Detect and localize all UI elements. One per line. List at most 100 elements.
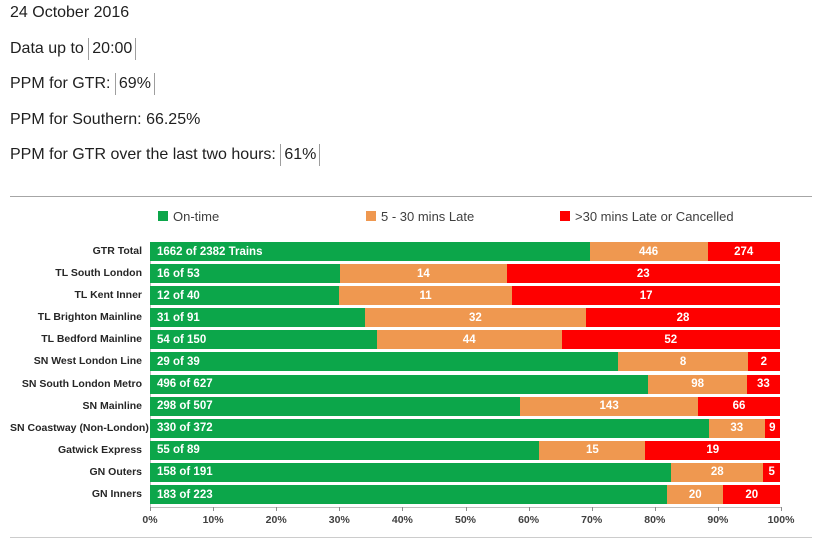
category-label: TL Bedford Mainline [41,333,142,346]
bar-value-label: 143 [599,400,619,413]
stacked-bar: 183 of 223 20 20 [150,485,780,505]
x-axis-tick-label: 80% [644,514,666,526]
bar-value-label: 11 [419,289,432,302]
bar-value-label: 32 [468,311,482,324]
stacked-bar: 1662 of 2382 Trains 446 274 [150,242,780,261]
chart-row: GN Outers 158 of 191 28 5 [10,462,780,482]
legend-label-cancelled: >30 mins Late or Cancelled [575,208,734,224]
bar-value-label: 298 of 507 [157,400,213,413]
bar-value-label: 55 of 89 [157,444,200,457]
bar-value-label: 20 [745,488,759,501]
legend-item-on-time: On-time [158,208,219,224]
x-axis-tick-label: 100% [767,514,795,526]
on-time-legend-swatch-icon [158,211,168,221]
report-line-ppm-gtr-text: PPM for GTR: [10,75,115,92]
x-axis-tick-label: 0% [142,514,158,526]
bar-value-label: 15 [586,444,599,457]
report-line-ppm-southern: PPM for Southern: 66.25% [10,109,320,145]
y-axis-line [150,242,151,507]
bar-segment-on-time: 29 of 39 [150,352,619,372]
x-axis-tick-mark [213,507,215,511]
x-axis-tick-mark [276,507,278,511]
bar-value-label: 274 [734,245,754,258]
category-label: Gatwick Express [57,443,142,456]
bar-segment-on-time: 1662 of 2382 Trains [150,242,590,261]
bar-segment-cancelled: 5 [763,462,780,482]
ppm-gtr-field[interactable]: 69% [114,73,155,95]
bar-segment-on-time: 55 of 89 [150,440,540,460]
category-label: GN Outers [89,465,142,478]
bar-value-label: 446 [638,245,659,258]
report-text-block: 24 October 2016 Data up to 20:00 PPM for… [10,2,321,180]
category-label: GN Inners [91,488,142,501]
report-line-data-up-to-text: Data up to [10,39,89,57]
stacked-bar: 16 of 53 14 23 [150,264,780,284]
chart-row: TL Kent Inner 12 of 40 11 17 [10,286,780,306]
chart-row: SN West London Line 29 of 39 8 2 [10,352,780,372]
bar-value-label: 8 [679,355,687,368]
bar-segment-late: 32 [364,308,587,328]
bar-segment-late: 20 [666,485,724,505]
stacked-bar: 12 of 40 11 17 [150,286,780,306]
x-axis-tick-mark [781,507,782,511]
data-up-to-field[interactable]: 20:00 [88,37,137,60]
stacked-bar: 55 of 89 15 19 [150,440,780,460]
bar-value-label: 66 [732,400,746,413]
ppm-two-hours-field[interactable]: 61% [280,144,321,166]
stacked-bar: 31 of 91 32 28 [150,308,780,328]
legend-label-late: 5 - 30 mins Late [381,208,475,224]
chart-row: SN Mainline 298 of 507 143 66 [10,396,780,416]
category-label: SN West London Line [33,355,142,368]
bar-segment-cancelled: 66 [697,396,780,416]
x-axis-tick-mark [465,507,467,511]
bar-segment-cancelled: 28 [586,308,780,328]
bar-segment-late: 33 [708,418,765,438]
chart-row: TL South London 16 of 53 14 23 [10,264,780,284]
bar-segment-late: 98 [648,374,747,394]
late-legend-swatch-icon [366,211,376,221]
plot-area: GTR Total 1662 of 2382 Trains 446 274 TL Sou… [10,242,780,507]
bar-value-label: 28 [676,311,690,324]
report-line-date-text: 24 October 2016 [10,4,130,21]
report-line-ppm-gtr-two-hours: PPM for GTR over the last two hours: 61% [10,144,321,180]
stacked-bar: 298 of 507 143 66 [150,396,780,416]
stacked-bar: 330 of 372 33 9 [150,418,780,438]
bar-segment-cancelled: 23 [506,264,780,284]
bar-segment-on-time: 12 of 40 [150,286,339,306]
bar-value-label: 2 [760,355,768,368]
ppm-stacked-bar-chart: On-time 5 - 30 mins Late >30 mins Late o… [10,196,812,538]
x-axis-tick-mark [339,507,341,511]
bar-value-label: 44 [462,333,476,346]
bar-value-label: 98 [691,378,704,391]
bar-segment-cancelled: 33 [746,374,780,394]
stacked-bar: 496 of 627 98 33 [150,374,780,394]
bar-segment-cancelled: 19 [645,440,780,460]
x-axis-tick-label: 60% [518,514,540,526]
x-axis-tick-mark [717,507,719,511]
bar-segment-on-time: 158 of 191 [150,462,672,482]
category-label: SN South London Metro [21,377,142,390]
stacked-bar: 158 of 191 28 5 [150,462,780,482]
x-axis-tick-label: 90% [707,514,729,526]
report-line-ppm-gtr: PPM for GTR: 69% [10,73,320,109]
bar-value-label: 23 [636,267,650,280]
bar-segment-late: 14 [340,264,507,284]
bar-value-label: 33 [730,422,744,435]
bar-value-label: 33 [757,378,770,391]
bar-value-label: 5 [768,466,775,479]
bar-segment-cancelled: 2 [747,352,780,372]
bar-value-label: 16 of 53 [157,267,200,280]
stacked-bar: 54 of 150 44 52 [150,330,780,350]
bar-value-label: 28 [710,466,724,479]
bar-segment-cancelled: 9 [764,418,780,438]
category-label: SN Mainline [82,399,142,412]
legend-label-on-time: On-time [173,208,220,224]
category-label: GTR Total [92,245,142,257]
report-line-ppm-gtr-two-hours-text: PPM for GTR over the last two hours: [10,146,281,163]
chart-row: GTR Total 1662 of 2382 Trains 446 274 [10,242,780,261]
x-axis-tick-mark [150,507,151,511]
bar-value-label: 14 [416,267,430,280]
x-axis-tick-mark [402,507,404,511]
report-line-data-up-to: Data up to 20:00 [10,37,320,74]
bar-segment-on-time: 496 of 627 [150,374,649,394]
